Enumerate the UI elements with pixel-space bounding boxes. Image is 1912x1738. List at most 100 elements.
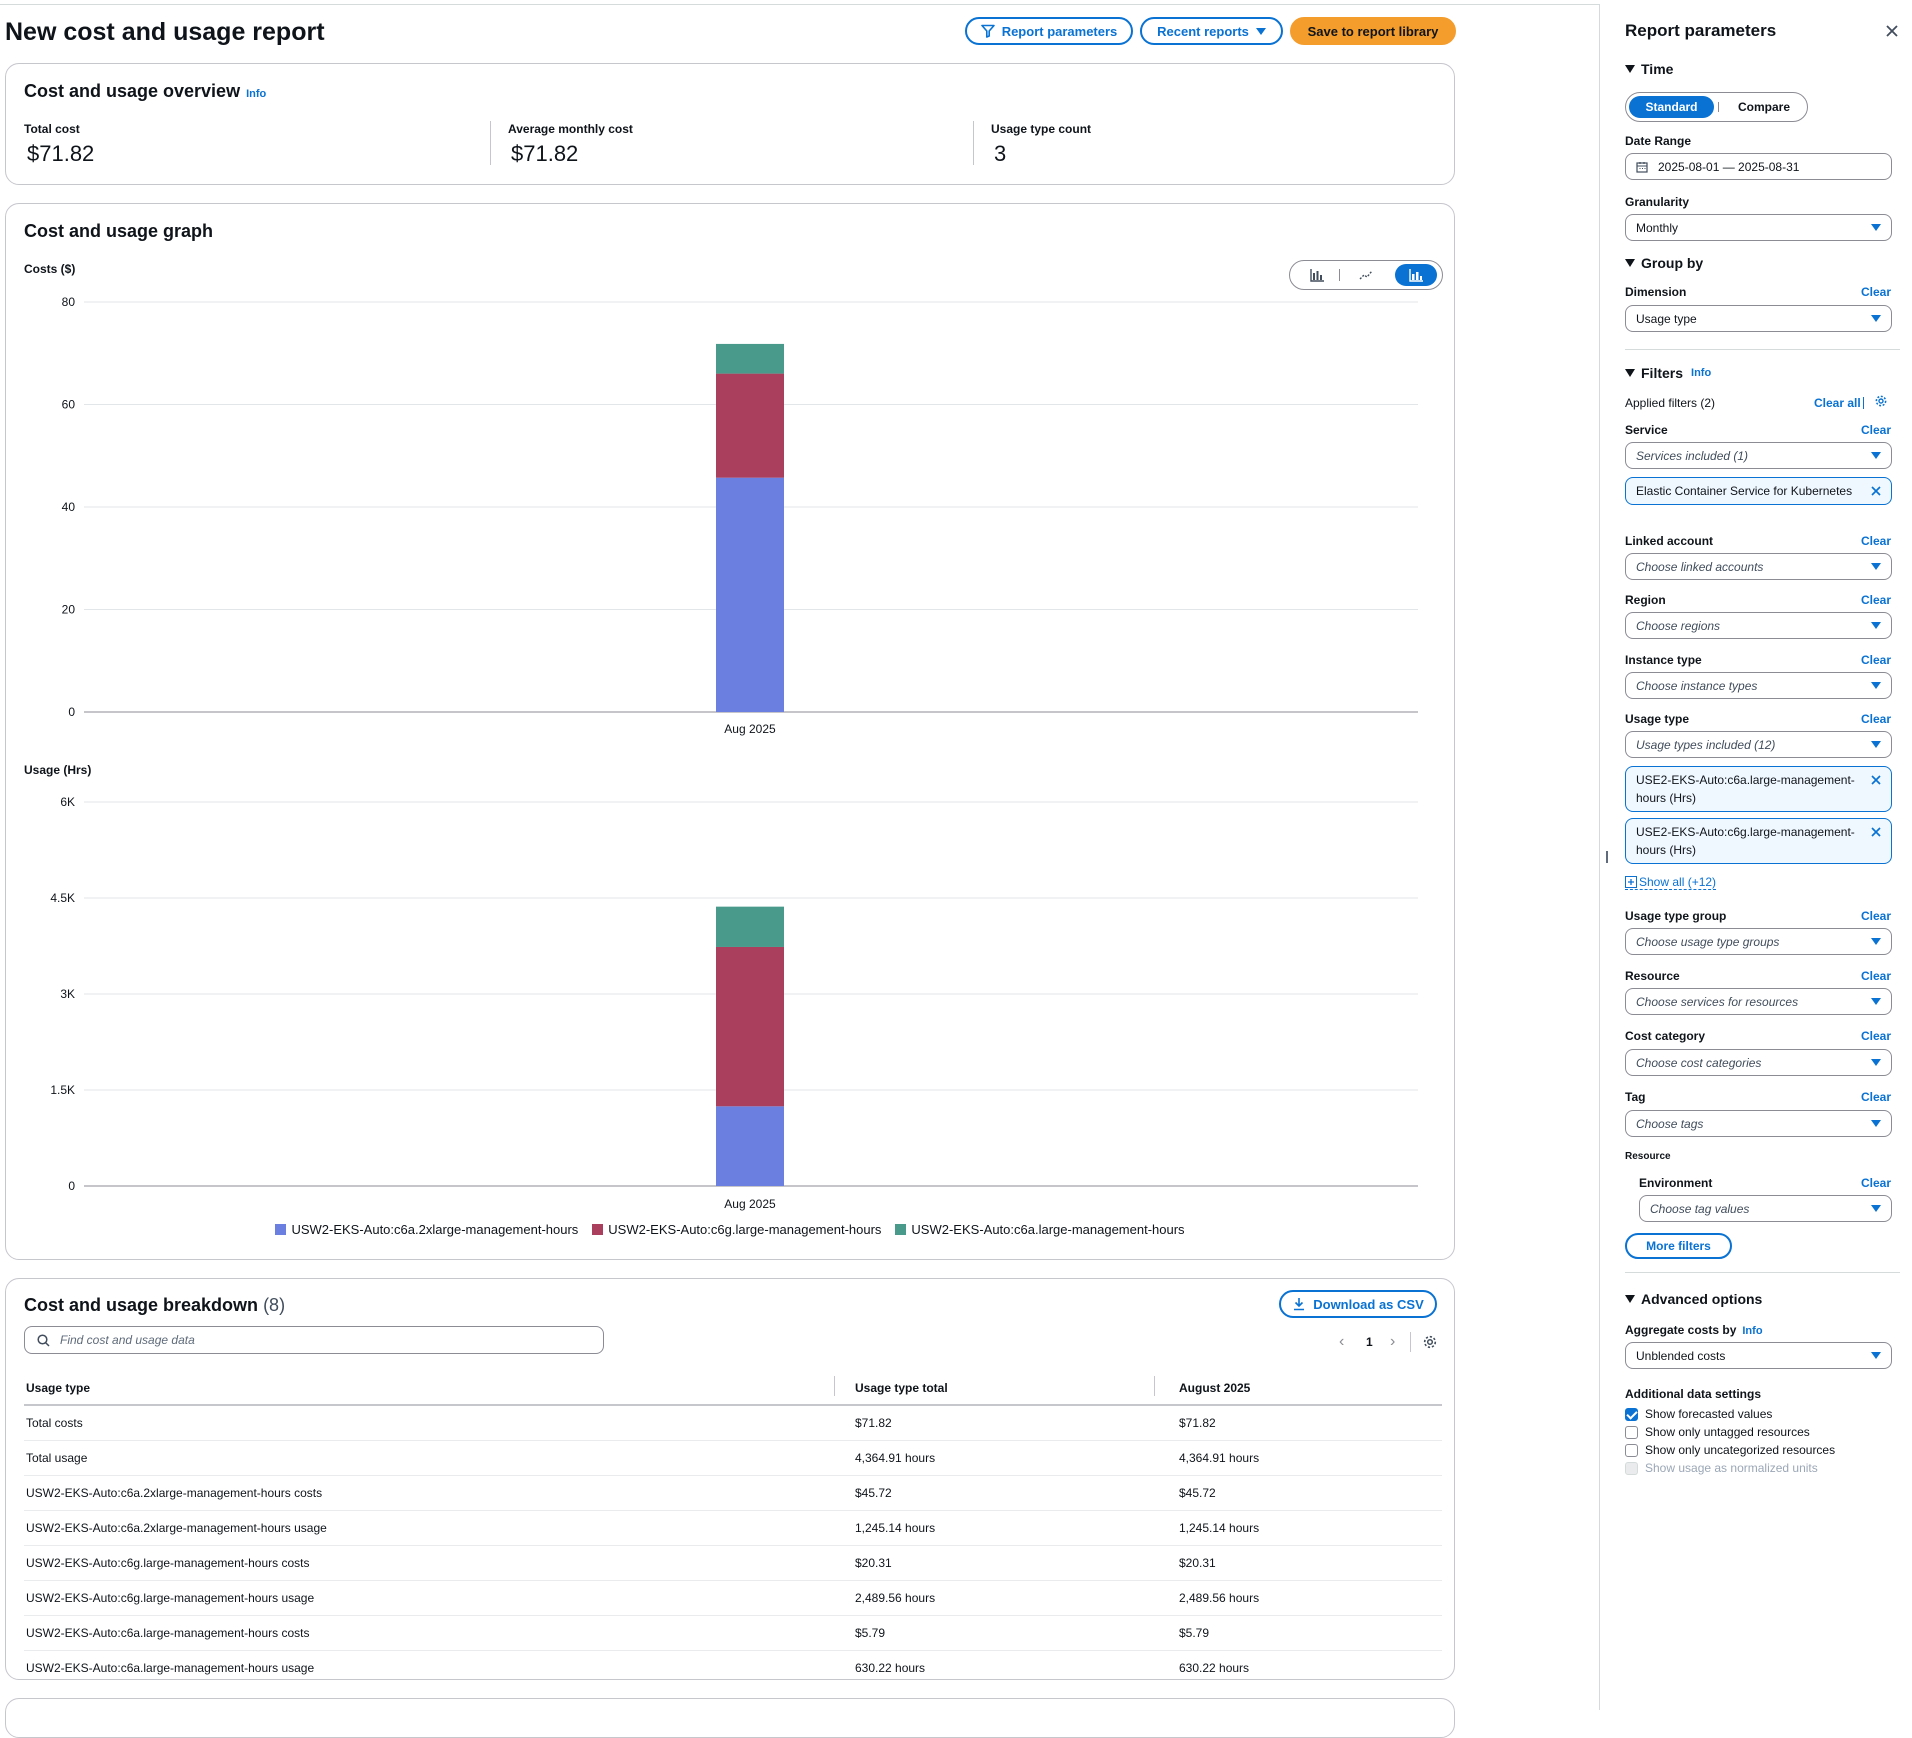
next-page-icon[interactable]: › — [1390, 1333, 1396, 1350]
caret-down-icon — [1625, 259, 1635, 267]
month-cell: $71.82 — [1177, 1405, 1442, 1441]
instance-type-select[interactable]: Choose instance types — [1625, 672, 1892, 699]
instance-type-label: Instance type — [1625, 653, 1702, 667]
caret-down-icon — [1871, 1205, 1881, 1212]
x-tick-label: Aug 2025 — [724, 1197, 776, 1211]
save-to-report-library-button[interactable]: Save to report library — [1290, 17, 1456, 45]
checkbox[interactable] — [1625, 1443, 1638, 1457]
dimension-select[interactable]: Usage type — [1625, 305, 1892, 332]
bar-segment — [716, 343, 784, 374]
filter-settings-gear-icon[interactable] — [1874, 394, 1888, 408]
bar-chart-view-button[interactable] — [1296, 264, 1338, 286]
caret-down-icon — [1625, 369, 1635, 377]
linked-account-clear-link[interactable]: Clear — [1861, 534, 1892, 548]
download-label: Download as CSV — [1313, 1296, 1424, 1312]
usage-type-clear-link[interactable]: Clear — [1861, 712, 1892, 726]
usage-type-total-cell: 4,364.91 hours — [853, 1440, 1177, 1476]
resource-label: Resource — [1625, 969, 1680, 983]
show-uncategorized-checkbox[interactable]: Show only uncategorized resources — [1625, 1443, 1835, 1457]
search-field[interactable] — [24, 1326, 604, 1354]
line-chart-view-button[interactable] — [1345, 264, 1387, 286]
checkbox-checked[interactable] — [1625, 1407, 1638, 1421]
download-csv-button[interactable]: Download as CSV — [1279, 1290, 1437, 1318]
legend-label: USW2-EKS-Auto:c6g.large-management-hours — [608, 1222, 882, 1237]
linked-account-select[interactable]: Choose linked accounts — [1625, 553, 1892, 580]
tag-select[interactable]: Choose tags — [1625, 1110, 1892, 1137]
environment-select[interactable]: Choose tag values — [1639, 1195, 1892, 1222]
column-header-august-2025[interactable]: August 2025 — [1177, 1371, 1442, 1406]
aggregate-costs-select[interactable]: Unblended costs — [1625, 1342, 1892, 1369]
stacked-bar-chart-view-button[interactable] — [1395, 264, 1437, 286]
group-by-section-toggle[interactable]: Group by — [1625, 255, 1703, 271]
panel-title: Report parameters — [1625, 21, 1777, 40]
prev-page-icon[interactable]: ‹ — [1339, 1333, 1345, 1350]
usage-type-group-select[interactable]: Choose usage type groups — [1625, 928, 1892, 955]
column-header-usage-type-total[interactable]: Usage type total — [853, 1371, 1177, 1406]
standard-option[interactable]: Standard — [1629, 96, 1714, 118]
cost-category-label: Cost category — [1625, 1029, 1706, 1043]
show-untagged-checkbox[interactable]: Show only untagged resources — [1625, 1425, 1810, 1439]
time-section-toggle[interactable]: Time — [1625, 61, 1673, 77]
current-page[interactable]: 1 — [1366, 1335, 1373, 1349]
recent-reports-button[interactable]: Recent reports — [1140, 17, 1283, 45]
metric-usage-type-count: Usage type count 3 — [991, 122, 1091, 170]
overview-title-text: Cost and usage overview — [24, 81, 241, 101]
settings-gear-icon[interactable] — [1422, 1334, 1438, 1350]
tag-clear-link[interactable]: Clear — [1861, 1090, 1892, 1104]
legend-item[interactable]: USW2-EKS-Auto:c6g.large-management-hours — [592, 1222, 881, 1237]
overview-card: Cost and usage overview Info Total cost $… — [5, 63, 1455, 185]
remove-token-icon[interactable] — [1869, 825, 1883, 839]
instance-type-clear-link[interactable]: Clear — [1861, 653, 1892, 667]
aggregate-value: Unblended costs — [1636, 1348, 1726, 1363]
close-icon[interactable] — [1883, 22, 1901, 40]
column-header-usage-type[interactable]: Usage type — [24, 1371, 853, 1406]
search-input[interactable] — [58, 1332, 582, 1348]
clear-all-link[interactable]: Clear all — [1814, 396, 1861, 410]
service-value: Services included (1) — [1636, 448, 1749, 463]
metric-label: Usage type count — [991, 122, 1092, 136]
dimension-clear-link[interactable]: Clear — [1861, 285, 1892, 299]
region-clear-link[interactable]: Clear — [1861, 593, 1892, 607]
usage-type-select[interactable]: Usage types included (12) — [1625, 731, 1892, 758]
service-clear-link[interactable]: Clear — [1861, 423, 1892, 437]
legend-item[interactable]: USW2-EKS-Auto:c6a.large-management-hours — [895, 1222, 1185, 1237]
metric-label: Total cost — [24, 122, 80, 136]
show-forecasted-checkbox[interactable]: Show forecasted values — [1625, 1407, 1772, 1421]
x-tick-label: Aug 2025 — [724, 722, 776, 736]
show-all-tokens-link[interactable]: Show all (+12) — [1625, 875, 1717, 890]
caret-down-icon — [1625, 65, 1635, 73]
usage-type-group-clear-link[interactable]: Clear — [1861, 909, 1892, 923]
column-divider — [1154, 1376, 1155, 1396]
report-parameters-button[interactable]: Report parameters — [965, 17, 1133, 45]
advanced-options-toggle[interactable]: Advanced options — [1625, 1291, 1762, 1307]
graph-title: Cost and usage graph — [24, 221, 214, 241]
date-range-picker[interactable]: 2025-08-01 — 2025-08-31 — [1625, 153, 1892, 180]
usage-type-group-label: Usage type group — [1625, 909, 1727, 923]
resource-select[interactable]: Choose services for resources — [1625, 988, 1892, 1015]
more-filters-button[interactable]: More filters — [1625, 1233, 1732, 1259]
aggregate-info-link[interactable]: Info — [1742, 1325, 1763, 1337]
legend-item[interactable]: USW2-EKS-Auto:c6a.2xlarge-management-hou… — [275, 1222, 578, 1237]
token-label: USE2-EKS-Auto:c6g.large-management-hours… — [1636, 825, 1855, 857]
cost-category-clear-link[interactable]: Clear — [1861, 1029, 1892, 1043]
filters-info-link[interactable]: Info — [1691, 367, 1712, 379]
panel-resize-handle[interactable] — [1606, 851, 1608, 863]
calendar-icon — [1636, 161, 1648, 173]
overview-info-link[interactable]: Info — [246, 88, 267, 100]
cost-category-select[interactable]: Choose cost categories — [1625, 1049, 1892, 1076]
table-row: USW2-EKS-Auto:c6g.large-management-hours… — [24, 1580, 1442, 1616]
region-label: Region — [1625, 593, 1666, 607]
environment-clear-link[interactable]: Clear — [1861, 1176, 1892, 1190]
checkbox[interactable] — [1625, 1425, 1638, 1439]
filters-section-toggle[interactable]: Filters Info — [1625, 365, 1711, 381]
token-label: USE2-EKS-Auto:c6a.large-management-hours… — [1636, 773, 1855, 805]
compare-option[interactable]: Compare — [1737, 100, 1790, 114]
table-row: USW2-EKS-Auto:c6a.2xlarge-management-hou… — [24, 1475, 1442, 1511]
remove-token-icon[interactable] — [1869, 484, 1883, 498]
region-select[interactable]: Choose regions — [1625, 612, 1892, 639]
service-select[interactable]: Services included (1) — [1625, 442, 1892, 469]
usage-type-cell: USW2-EKS-Auto:c6a.2xlarge-management-hou… — [24, 1475, 853, 1511]
granularity-select[interactable]: Monthly — [1625, 214, 1892, 241]
remove-token-icon[interactable] — [1869, 773, 1883, 787]
resource-clear-link[interactable]: Clear — [1861, 969, 1892, 983]
